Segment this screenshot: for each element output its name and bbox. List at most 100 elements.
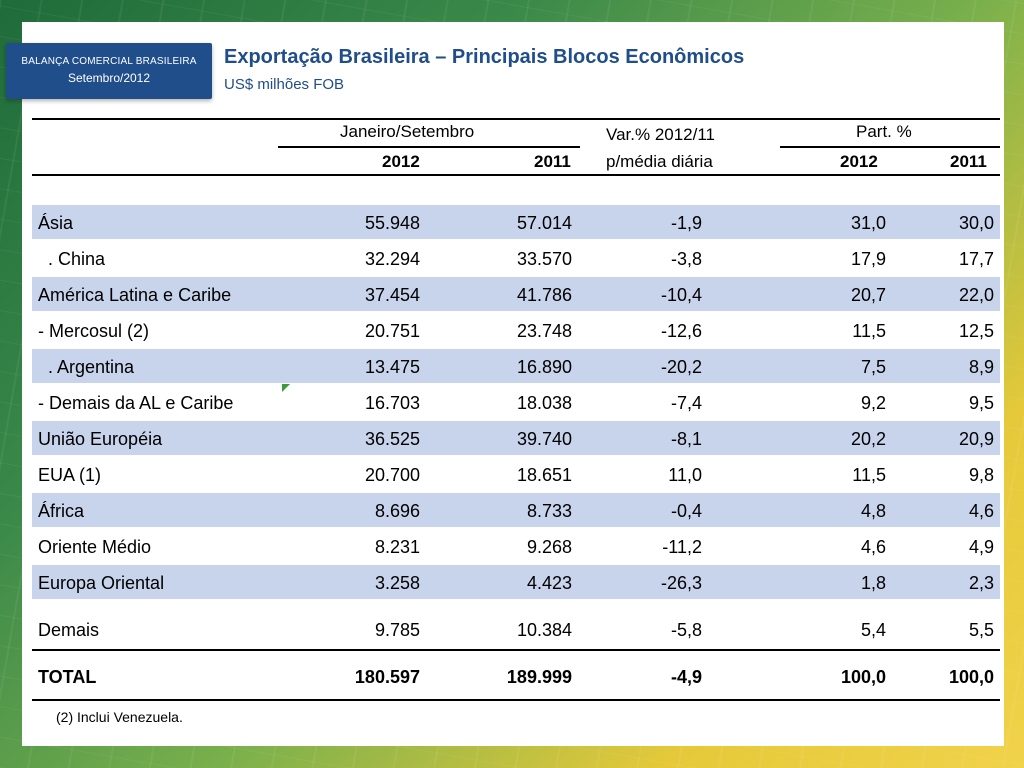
value-2011: 10.384 (516, 620, 572, 640)
header-var-line1: Var.% 2012/11 (606, 125, 716, 144)
table-row: Ásia 55.948 57.014 -1,9 31,0 30,0 (32, 205, 1000, 239)
part-2011: 9,5 (968, 393, 994, 413)
total-part-2011: 100,0 (948, 667, 994, 687)
row-label: Europa Oriental (38, 573, 165, 593)
value-2012: 55.948 (364, 213, 420, 233)
value-2011: 33.570 (516, 249, 572, 269)
value-2011: 9.268 (526, 537, 572, 557)
row-label: EUA (1) (38, 465, 102, 485)
value-2011: 18.038 (516, 393, 572, 413)
value-2012: 36.525 (364, 429, 420, 449)
total-part-2012: 100,0 (840, 667, 886, 687)
header-bottom-rule (32, 174, 1000, 176)
value-2011: 57.014 (516, 213, 572, 233)
part-2011: 4,6 (968, 501, 994, 521)
part-2012: 17,9 (850, 249, 886, 269)
table-top-rule (32, 118, 1000, 120)
part-2012: 20,7 (850, 285, 886, 305)
marker-icon (282, 384, 290, 392)
badge-date: Setembro/2012 (67, 71, 151, 85)
part-2012: 11,5 (852, 321, 886, 341)
row-label: Demais (38, 620, 100, 640)
table-row: Europa Oriental 3.258 4.423 -26,3 1,8 2,3 (32, 565, 1000, 599)
part-2012: 1,8 (860, 573, 886, 593)
value-2012: 20.751 (364, 321, 420, 341)
part-2012: 11,5 (852, 465, 886, 485)
header-part: Part. % (856, 122, 912, 141)
part-2011: 20,9 (958, 429, 994, 449)
value-2012: 20.700 (364, 465, 420, 485)
part-2012: 9,2 (860, 393, 886, 413)
part-2012: 5,4 (860, 620, 886, 640)
value-var: -10,4 (660, 285, 702, 305)
table-row: - Demais da AL e Caribe 16.703 18.038 -7,4 9… (32, 385, 1000, 419)
part-2012: 31,0 (850, 213, 886, 233)
header-var-line2: p/média diária (606, 152, 713, 171)
group1-underline (278, 146, 580, 148)
value-var: -11,2 (662, 537, 702, 557)
page-title: Exportação Brasileira – Principais Bloco… (224, 46, 745, 68)
value-2011: 4.423 (526, 573, 572, 593)
table-row: - Mercosul (2) 20.751 23.748 -12,6 11,5 12,5 (32, 313, 1000, 347)
report-badge: BALANÇA COMERCIAL BRASILEIRA Setembro/20… (6, 43, 212, 99)
table-row-total: TOTAL 180.597 189.999 -4,9 100,0 100,0 (32, 659, 1000, 693)
value-var: -1,9 (670, 213, 702, 233)
table-row: EUA (1) 20.700 18.651 11,0 11,5 9,8 (32, 457, 1000, 491)
part-2012: 4,6 (860, 537, 886, 557)
total-2012: 180.597 (354, 667, 420, 687)
part-2012: 7,5 (860, 357, 886, 377)
row-label: . China (38, 249, 106, 269)
table-row: Demais 9.785 10.384 -5,8 5,4 5,5 (32, 612, 1000, 646)
part-2011: 22,0 (958, 285, 994, 305)
row-label: União Européia (38, 429, 163, 449)
value-var: -8,1 (670, 429, 702, 449)
table-row: . Argentina 13.475 16.890 -20,2 7,5 8,9 (32, 349, 1000, 383)
row-label: Ásia (38, 213, 74, 233)
value-2011: 18.651 (516, 465, 572, 485)
value-var: -12,6 (660, 321, 702, 341)
value-var: -7,4 (670, 393, 702, 413)
value-2011: 41.786 (516, 285, 572, 305)
value-2012: 9.785 (374, 620, 420, 640)
part-2011: 12,5 (958, 321, 994, 341)
table-row: . China 32.294 33.570 -3,8 17,9 17,7 (32, 241, 1000, 275)
value-2011: 8.733 (526, 501, 572, 521)
table-row: África 8.696 8.733 -0,4 4,8 4,6 (32, 493, 1000, 527)
value-2011: 16.890 (516, 357, 572, 377)
part-2011: 17,7 (958, 249, 994, 269)
value-2012: 32.294 (364, 249, 420, 269)
row-label: - Demais da AL e Caribe (38, 393, 234, 413)
part-2011: 9,8 (968, 465, 994, 485)
row-label: África (38, 501, 85, 521)
content-panel (22, 22, 1004, 746)
value-var: -5,8 (670, 620, 702, 640)
value-var: -26,3 (660, 573, 702, 593)
value-2011: 23.748 (516, 321, 572, 341)
row-label: - Mercosul (2) (38, 321, 150, 341)
footnote: (2) Inclui Venezuela. (56, 709, 183, 725)
table-row: América Latina e Caribe 37.454 41.786 -10,4… (32, 277, 1000, 311)
table-row: Oriente Médio 8.231 9.268 -11,2 4,6 4,9 (32, 529, 1000, 563)
value-var: -20,2 (660, 357, 702, 377)
value-var: -3,8 (670, 249, 702, 269)
page-subtitle: US$ milhões FOB (224, 76, 345, 93)
part-2012: 4,8 (860, 501, 886, 521)
row-label: . Argentina (38, 357, 135, 377)
part-2011: 8,9 (968, 357, 994, 377)
header-2011: 2011 (534, 152, 571, 171)
total-top-rule (32, 649, 1000, 651)
value-2012: 13.475 (364, 357, 420, 377)
total-var: -4,9 (670, 667, 702, 687)
part-2012: 20,2 (850, 429, 886, 449)
row-label: Oriente Médio (38, 537, 152, 557)
value-2012: 16.703 (364, 393, 420, 413)
header-part-2011: 2011 (950, 152, 987, 171)
header-2012: 2012 (382, 152, 420, 171)
part-2011: 30,0 (958, 213, 994, 233)
value-2012: 37.454 (364, 285, 420, 305)
value-var: 11,0 (668, 465, 702, 485)
value-2012: 8.231 (374, 537, 420, 557)
part-2011: 4,9 (968, 537, 994, 557)
header-janeiro-setembro: Janeiro/Setembro (340, 122, 475, 141)
badge-title: BALANÇA COMERCIAL BRASILEIRA (21, 56, 197, 67)
